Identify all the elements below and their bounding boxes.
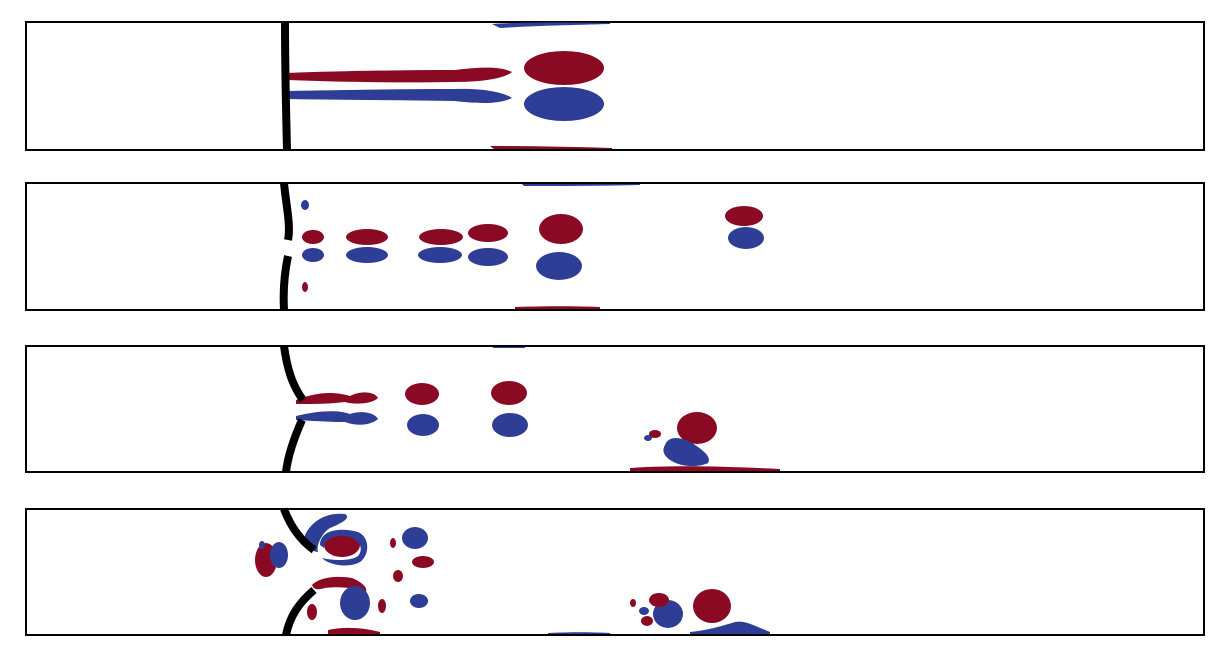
panel-4-plate [280,507,317,636]
panel-4-small-blob-7 [641,616,653,626]
panel-4-small-blob-8 [630,599,636,607]
panel-3-top-wall-layer [492,347,525,348]
panel-1-upper-shear-layer [287,67,512,83]
panel-2-bottom-wall-layer [515,306,600,309]
panel-3-lower-shear-layer [296,411,378,425]
panel-1-plate [281,21,291,151]
panel-3-plate [280,345,307,473]
panel-2-vortex-p4 [468,224,508,242]
panel-3-upper-shear-layer [296,392,378,404]
panel-2-vortex-n1 [302,248,324,262]
panel-2-vortex-p6 [725,206,763,226]
panel-1-top-wall-layer [492,22,610,28]
panel-4-small-blob-3 [393,570,403,582]
panel-2-vortex-p3 [419,229,463,245]
panel-4-bottom-wall-layer-left [328,627,380,634]
panel-4-vortex-n3 [402,527,428,549]
panel-3-vortex-p1 [405,383,439,405]
panel-4-small-blob-5 [378,599,386,613]
panel-3 [25,345,1205,473]
panel-2-frame [25,182,1205,311]
panel-2-vortex-p5 [539,214,583,244]
panel-4-vortex-n4 [410,594,428,608]
panel-2-vortex-n3 [418,247,462,263]
panel-2-plate [279,182,293,311]
panel-4-bottom-wall-layer-mid [548,632,610,634]
panel-4-vortex-n2 [270,542,288,568]
panel-3-small-blob-2 [644,435,652,441]
panel-3-vortex-n2 [492,413,528,437]
panel-2 [25,182,1205,311]
panel-4-vortex-p1 [324,533,360,557]
panel-3-frame [25,345,1205,473]
panel-4-small-blob-2 [259,541,265,549]
panel-4-vortex-n5 [653,600,683,628]
panel-3-vortex-n1 [407,414,439,436]
panel-2-top-wall-layer [522,184,640,186]
panel-2-small-blob-top [301,200,309,210]
panel-1-lower-shear-layer [287,88,512,103]
panel-4 [25,507,1205,636]
panel-4-small-blob-4 [390,538,396,548]
panel-2-vortex-p1 [302,230,324,244]
panel-3-vortex-p3 [677,412,717,444]
panel-4-upper-shear-negative [305,513,348,552]
panel-4-small-blob-6 [639,607,649,615]
panel-2-vortex-p2 [346,229,388,245]
panel-4-vortex-p5 [649,593,669,607]
panel-4-vortex-p3 [412,556,434,568]
panel-1-bottom-wall-layer [490,146,612,149]
panel-2-vortex-n4 [468,248,508,266]
panel-4-vortex-p4 [693,589,731,623]
panel-1-vortex-negative [524,87,604,121]
panel-4-bottom-wall-bump [690,621,770,634]
panel-1-vortex-positive [524,51,604,85]
panel-3-vortex-n3 [663,437,709,467]
panel-2-vortex-n2 [346,247,388,263]
panel-4-small-blob-1 [307,604,317,620]
panel-2-vortex-n6 [728,227,764,249]
panel-2-vortex-n5 [536,252,582,280]
panel-4-vortex-n1 [340,586,370,620]
panel-4-vortex-ring-negative [320,529,368,566]
panel-4-frame [25,508,1205,636]
panel-1 [25,21,1205,151]
panel-1-frame [25,21,1205,151]
panel-3-vortex-p2 [491,381,527,405]
panel-2-small-blob-bottom [302,282,308,292]
panel-3-small-blob-1 [649,430,661,438]
panel-3-bottom-wall-layer [630,466,780,471]
